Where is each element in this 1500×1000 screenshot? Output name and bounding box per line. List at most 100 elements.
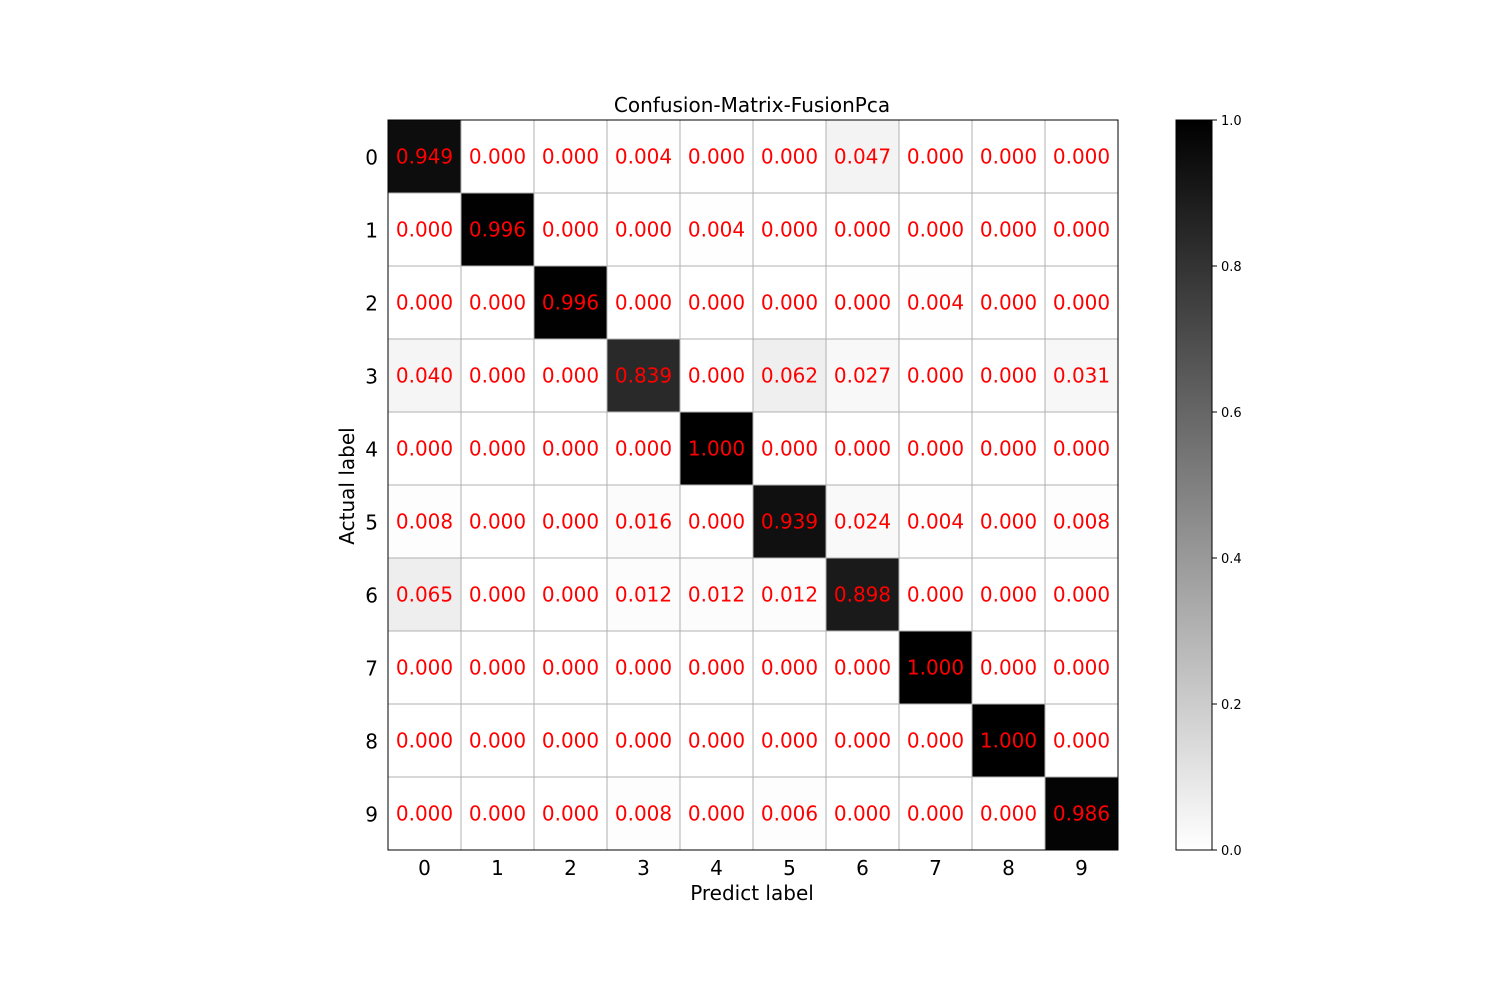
cell-6-6 bbox=[826, 558, 899, 631]
plot-frame bbox=[387, 119, 1119, 851]
cell-8-5 bbox=[753, 704, 826, 777]
cell-label-4-8: 0.000 bbox=[980, 437, 1037, 461]
cell-label-0-9: 0.000 bbox=[1053, 145, 1110, 169]
cell-1-5 bbox=[753, 193, 826, 266]
y-tick-label-8: 8 bbox=[365, 730, 378, 754]
cell-label-4-3: 0.000 bbox=[615, 437, 672, 461]
cell-label-0-8: 0.000 bbox=[980, 145, 1037, 169]
heatmap-cells bbox=[388, 120, 1118, 850]
cell-3-2 bbox=[534, 339, 607, 412]
cell-label-5-5: 0.939 bbox=[761, 510, 818, 534]
cell-0-4 bbox=[680, 120, 753, 193]
colorbar-tick-label: 1.0 bbox=[1221, 114, 1242, 129]
cell-label-7-6: 0.000 bbox=[834, 656, 891, 680]
y-tick-label-9: 9 bbox=[365, 803, 378, 827]
cell-1-8 bbox=[972, 193, 1045, 266]
y-tick-label-0: 0 bbox=[365, 146, 378, 170]
cell-9-5 bbox=[753, 777, 826, 850]
cell-label-3-2: 0.000 bbox=[542, 364, 599, 388]
cell-label-7-9: 0.000 bbox=[1053, 656, 1110, 680]
cell-8-4 bbox=[680, 704, 753, 777]
colorbar-tick-label: 0.2 bbox=[1221, 698, 1242, 713]
cell-label-1-4: 0.004 bbox=[688, 218, 745, 242]
cell-5-9 bbox=[1045, 485, 1118, 558]
y-tick-label-6: 6 bbox=[365, 584, 378, 608]
cell-label-7-7: 1.000 bbox=[907, 656, 964, 680]
cell-8-6 bbox=[826, 704, 899, 777]
x-axis-label: Predict label bbox=[690, 881, 814, 905]
cell-8-7 bbox=[899, 704, 972, 777]
y-tick-label-1: 1 bbox=[365, 219, 378, 243]
cell-4-8 bbox=[972, 412, 1045, 485]
x-tick-label-2: 2 bbox=[564, 856, 577, 880]
cell-9-8 bbox=[972, 777, 1045, 850]
cell-9-0 bbox=[388, 777, 461, 850]
cell-9-9 bbox=[1045, 777, 1118, 850]
cell-label-4-4: 1.000 bbox=[688, 437, 745, 461]
cell-6-8 bbox=[972, 558, 1045, 631]
cell-label-1-5: 0.000 bbox=[761, 218, 818, 242]
cell-label-9-0: 0.000 bbox=[396, 802, 453, 826]
cell-label-8-8: 1.000 bbox=[980, 729, 1037, 753]
cell-label-0-7: 0.000 bbox=[907, 145, 964, 169]
cell-label-5-8: 0.000 bbox=[980, 510, 1037, 534]
cell-label-7-2: 0.000 bbox=[542, 656, 599, 680]
cell-label-0-3: 0.004 bbox=[615, 145, 672, 169]
cell-0-5 bbox=[753, 120, 826, 193]
cell-9-3 bbox=[607, 777, 680, 850]
cell-9-1 bbox=[461, 777, 534, 850]
cell-label-0-6: 0.047 bbox=[834, 145, 891, 169]
cell-4-0 bbox=[388, 412, 461, 485]
cell-label-0-0: 0.949 bbox=[396, 145, 453, 169]
y-tick-label-4: 4 bbox=[365, 438, 378, 462]
cell-label-1-9: 0.000 bbox=[1053, 218, 1110, 242]
cell-label-2-2: 0.996 bbox=[542, 291, 599, 315]
cell-7-8 bbox=[972, 631, 1045, 704]
cell-label-8-6: 0.000 bbox=[834, 729, 891, 753]
y-tick-labels: 0 1 2 3 4 5 6 7 8 9 bbox=[365, 146, 378, 827]
cell-label-9-3: 0.008 bbox=[615, 802, 672, 826]
x-tick-labels: 0 1 2 3 4 5 6 7 8 9 bbox=[418, 856, 1088, 880]
cell-8-3 bbox=[607, 704, 680, 777]
cell-1-0 bbox=[388, 193, 461, 266]
cell-label-4-9: 0.000 bbox=[1053, 437, 1110, 461]
cell-1-3 bbox=[607, 193, 680, 266]
cell-7-9 bbox=[1045, 631, 1118, 704]
x-tick-label-1: 1 bbox=[491, 856, 504, 880]
cell-4-3 bbox=[607, 412, 680, 485]
heatmap-grid bbox=[388, 120, 1118, 850]
cell-label-5-2: 0.000 bbox=[542, 510, 599, 534]
cell-label-2-9: 0.000 bbox=[1053, 291, 1110, 315]
cell-label-4-6: 0.000 bbox=[834, 437, 891, 461]
cell-6-7 bbox=[899, 558, 972, 631]
cell-9-7 bbox=[899, 777, 972, 850]
cell-5-1 bbox=[461, 485, 534, 558]
colorbar-tick-label: 0.8 bbox=[1221, 260, 1242, 275]
x-tick-label-7: 7 bbox=[929, 856, 942, 880]
cell-label-2-4: 0.000 bbox=[688, 291, 745, 315]
cell-label-5-7: 0.004 bbox=[907, 510, 964, 534]
cell-7-4 bbox=[680, 631, 753, 704]
cell-label-8-7: 0.000 bbox=[907, 729, 964, 753]
cell-label-2-7: 0.004 bbox=[907, 291, 964, 315]
cell-label-3-8: 0.000 bbox=[980, 364, 1037, 388]
cell-label-5-9: 0.008 bbox=[1053, 510, 1110, 534]
cell-6-5 bbox=[753, 558, 826, 631]
cell-2-4 bbox=[680, 266, 753, 339]
cell-6-9 bbox=[1045, 558, 1118, 631]
cell-label-6-0: 0.065 bbox=[396, 583, 453, 607]
cell-label-0-5: 0.000 bbox=[761, 145, 818, 169]
colorbar-tick-label: 0.6 bbox=[1221, 406, 1242, 421]
y-tick-label-5: 5 bbox=[365, 511, 378, 535]
cell-4-2 bbox=[534, 412, 607, 485]
cell-5-5 bbox=[753, 485, 826, 558]
cell-2-7 bbox=[899, 266, 972, 339]
cell-4-4 bbox=[680, 412, 753, 485]
cell-label-3-4: 0.000 bbox=[688, 364, 745, 388]
x-tick-label-8: 8 bbox=[1002, 856, 1015, 880]
cell-2-8 bbox=[972, 266, 1045, 339]
cell-8-1 bbox=[461, 704, 534, 777]
cell-3-9 bbox=[1045, 339, 1118, 412]
cell-label-2-3: 0.000 bbox=[615, 291, 672, 315]
cell-0-1 bbox=[461, 120, 534, 193]
